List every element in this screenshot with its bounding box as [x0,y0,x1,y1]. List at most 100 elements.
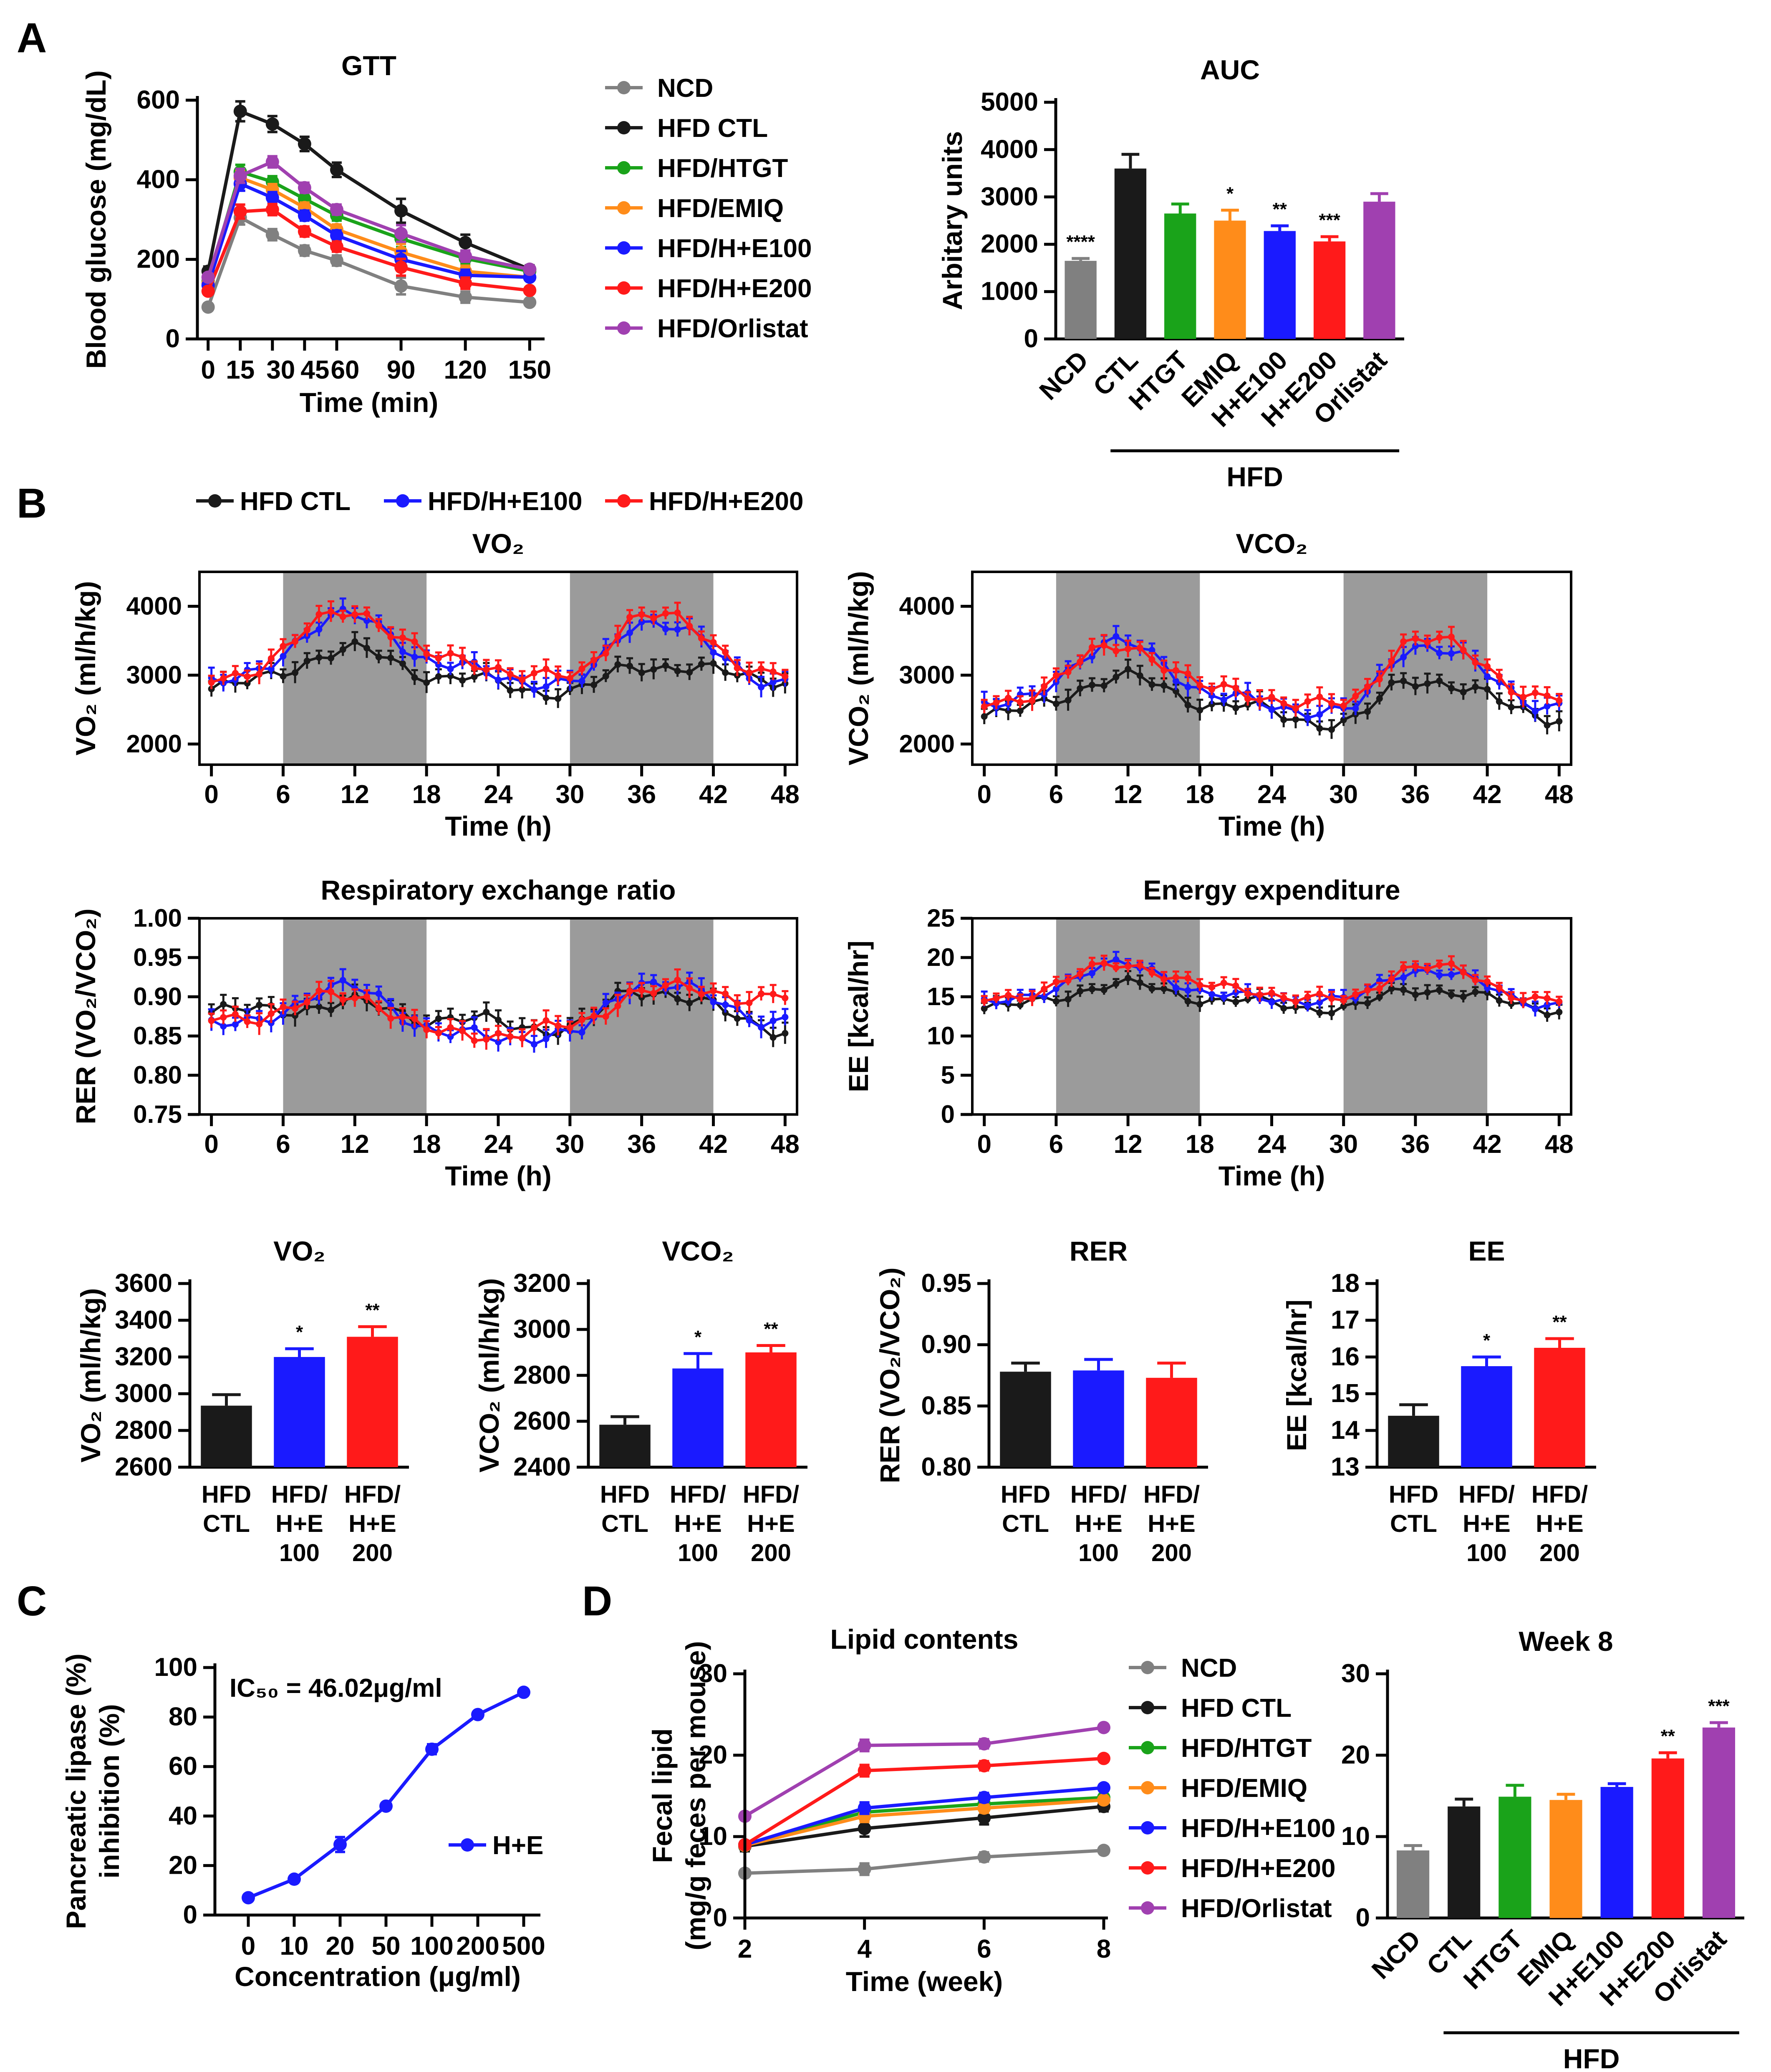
vo2_time-point [686,622,693,629]
auc-significance: * [1226,184,1234,204]
vo2_bar-significance: * [296,1322,303,1342]
vco2_time-point [1544,702,1551,710]
ee_time-point [1196,982,1203,989]
vco2_time-point [1472,683,1479,690]
vco2_time-point [1136,672,1143,679]
vo2_time-y-label: VO₂ (ml/h/kg) [70,581,101,756]
vo2_time-point [375,654,382,661]
rer_time-point [375,1005,382,1012]
vco2_time-point [1352,705,1359,712]
vo2_time-point [399,648,406,655]
vco2_bar-y-tick-label: 2400 [513,1453,571,1481]
vco2_time-point [1077,658,1084,665]
gtt-point [330,229,343,243]
vco2_time-point [1017,699,1024,706]
ee_time-y-tick-label: 5 [941,1061,955,1089]
rer_time-point [495,1039,502,1046]
gtt-y-axis: 0 200 400 600 [137,86,199,353]
vo2_time-point [435,661,442,668]
vo2_time-point [710,660,717,667]
rer_time-point [769,1034,777,1041]
vo2_time-point [411,674,418,681]
rer_bar-category-label: H+E [1075,1510,1122,1537]
vo2_time-point [674,626,681,633]
gtt-x-tick-label: 60 [330,356,359,384]
rer_time-point [363,993,370,1000]
rer_time-x-label: Time (h) [445,1160,551,1191]
ee_time-point [1160,975,1168,983]
vo2_time-point [638,618,645,625]
ee_time-dark-phase [1343,918,1488,1114]
vo2_time-x-tick-label: 6 [276,780,290,809]
rer_time-point [769,991,777,998]
vco2_time-point [1125,645,1132,652]
vco2_time-point [1160,667,1168,674]
vco2_time-y-tick-label: 2000 [899,730,955,758]
lipid-x-tick-label: 6 [977,1935,991,1963]
vco2_time-point [1328,700,1335,707]
vco2_time-point [1160,682,1168,689]
vo2_bar-category-label: 100 [279,1539,320,1567]
vco2_bar-significance: ** [764,1319,778,1339]
rer_time-point [256,1021,263,1028]
rer_time-x-tick-label: 0 [204,1130,218,1159]
vo2_time-point [602,672,609,680]
ee_time-point [1220,994,1227,1001]
vo2_bar-category-label: HFD/ [344,1481,401,1508]
vco2_time-point [1292,716,1299,723]
auc-title: AUC [1200,54,1260,85]
vco2_time-y-tick-label: 4000 [899,592,955,620]
vo2_time-point [662,625,669,632]
ee_bar-significance: * [1483,1330,1491,1351]
rer_time-point [495,1030,502,1037]
vco2_time-point [1208,692,1215,699]
vco2_time-point [1484,686,1491,693]
rer_time-point [471,1037,478,1044]
vo2_time-point [387,634,394,641]
rer_time-point [483,1036,490,1043]
vco2_time-point [1508,689,1515,696]
ee_time-point [1328,995,1335,1002]
gtt-title: GTT [341,50,396,81]
vo2_time-point [758,684,765,691]
vo2_time-point [650,615,657,622]
rer_bar-category-label: HFD/ [1143,1481,1200,1508]
rer_time-point [471,1024,478,1031]
auc-y-tick-label: 5000 [981,88,1038,116]
lipid-point [858,1738,871,1752]
vco2_time-point [1184,670,1191,677]
rer_time-point [280,1003,287,1011]
lipid-legend-label: HFD/HTGT [1181,1734,1312,1763]
ee_time-point [1496,997,1503,1004]
vo2_time-point [303,657,310,665]
ee_bar-y-label: EE [kcal/hr] [1281,1299,1312,1451]
gtt-series-hfd-h-e200 [201,202,537,298]
vco2_time-point [1280,716,1287,723]
vco2_time-point [1029,697,1036,704]
ee_time-point [1316,990,1323,997]
vco2_time-point [1148,647,1155,654]
gtt-point [459,276,472,290]
rer_time-y-tick-label: 1.00 [133,904,182,932]
lipid-x-tick-label: 4 [857,1935,872,1963]
ee_time-x-tick-label: 6 [1049,1130,1063,1159]
rer_time-point [315,987,323,994]
ee_time-x-tick-label: 18 [1186,1130,1214,1159]
rer_time-point [722,1009,729,1016]
vco2_time-point [1316,711,1323,718]
auc-bar [1214,220,1246,339]
ee_time-point [1041,985,1048,993]
gtt-point [330,254,343,268]
gtt-x-tick-label: 15 [226,356,255,384]
ee_time-point [1220,979,1227,986]
ee_time-point [1388,975,1395,983]
lipid-legend-marker [1141,1861,1154,1875]
vco2_time-dark-phase [1343,572,1488,765]
ee_time-point [1232,998,1239,1006]
auc-group-label: HFD [1226,461,1283,492]
vo2_time-point [542,694,550,701]
lipid-point [977,1737,991,1751]
vco2_time-point [1172,687,1179,695]
